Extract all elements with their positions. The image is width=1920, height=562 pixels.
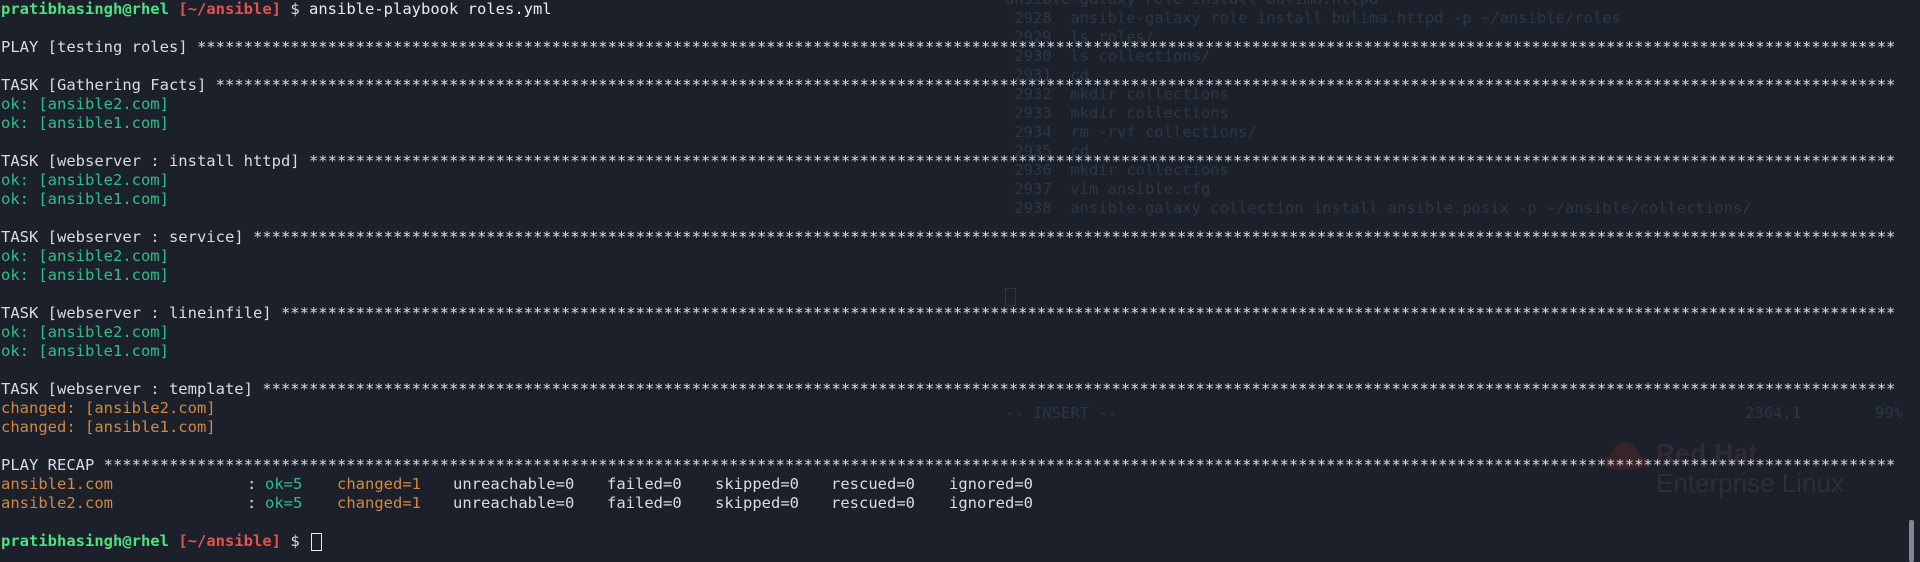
recap-header: PLAY RECAP *****************************…: [1, 456, 1901, 475]
recap-failed: failed=0: [607, 494, 682, 512]
scrollbar-thumb[interactable]: [1909, 520, 1914, 562]
prompt-symbol: $: [290, 532, 300, 550]
text-cursor[interactable]: [311, 532, 323, 551]
task-header-title: TASK [webserver : service]: [1, 228, 244, 246]
prompt-line-current: pratibhasingh@rhel [~/ansible] $: [1, 532, 1901, 551]
separator-stars: ****************************************…: [196, 38, 1896, 56]
separator-stars: ****************************************…: [308, 152, 1896, 170]
command-text: ansible-playbook roles.yml: [309, 0, 552, 18]
separator-stars: ****************************************…: [280, 304, 1896, 322]
prompt-path: [~/ansible]: [178, 532, 281, 550]
prompt-symbol: $: [290, 0, 300, 18]
task-header: TASK [webserver : service] *************…: [1, 228, 1901, 247]
recap-unreachable: unreachable=0: [453, 494, 575, 512]
separator-stars: ****************************************…: [215, 76, 1896, 94]
separator-stars: ****************************************…: [103, 456, 1896, 474]
recap-rescued: rescued=0: [831, 475, 915, 493]
recap-failed: failed=0: [607, 475, 682, 493]
prompt-user-host: pratibhasingh@rhel: [1, 0, 169, 18]
recap-ignored: ignored=0: [949, 494, 1033, 512]
recap-rescued: rescued=0: [831, 494, 915, 512]
recap-ok: ok=5: [265, 494, 303, 512]
task-result: ok: [ansible2.com]: [1, 171, 169, 189]
task-result: ok: [ansible2.com]: [1, 95, 169, 113]
prompt-user-host: pratibhasingh@rhel: [1, 532, 169, 550]
recap-header-title: PLAY RECAP: [1, 456, 95, 474]
task-result: changed: [ansible1.com]: [1, 418, 216, 436]
task-header-title: TASK [webserver : install httpd]: [1, 152, 300, 170]
recap-host: ansible1.com: [1, 475, 113, 493]
task-header-title: TASK [webserver : template]: [1, 380, 253, 398]
task-result: ok: [ansible1.com]: [1, 342, 169, 360]
recap-skipped: skipped=0: [715, 494, 799, 512]
task-header: TASK [webserver : template] ************…: [1, 380, 1901, 399]
task-result: ok: [ansible1.com]: [1, 190, 169, 208]
blank-line: [1, 437, 1901, 456]
separator-stars: ****************************************…: [262, 380, 1896, 398]
recap-changed: changed=1: [337, 494, 421, 512]
recap-sep: :: [247, 494, 257, 512]
task-result: ok: [ansible1.com]: [1, 114, 169, 132]
task-header-title: TASK [webserver : lineinfile]: [1, 304, 272, 322]
task-result: ok: [ansible2.com]: [1, 247, 169, 265]
blank-line: [1, 133, 1901, 152]
task-header-title: TASK [Gathering Facts]: [1, 76, 207, 94]
task-result: changed: [ansible2.com]: [1, 399, 216, 417]
recap-changed: changed=1: [337, 475, 421, 493]
task-header: TASK [webserver : lineinfile] **********…: [1, 304, 1901, 323]
recap-ok: ok=5: [265, 475, 303, 493]
recap-row: ansible1.com: ok=5 changed=1 unreachable=0 f…: [1, 475, 1901, 494]
play-header-title: PLAY [testing roles]: [1, 38, 188, 56]
recap-host: ansible2.com: [1, 494, 113, 512]
task-result: ok: [ansible2.com]: [1, 323, 169, 341]
recap-ignored: ignored=0: [949, 475, 1033, 493]
recap-unreachable: unreachable=0: [453, 475, 575, 493]
blank-line: [1, 209, 1901, 228]
blank-line: [1, 285, 1901, 304]
recap-sep: :: [247, 475, 257, 493]
recap-row: ansible2.com: ok=5 changed=1 unreachable=0 f…: [1, 494, 1901, 513]
task-header: TASK [webserver : install httpd] *******…: [1, 152, 1901, 171]
prompt-path: [~/ansible]: [178, 0, 281, 18]
task-header: TASK [Gathering Facts] *****************…: [1, 76, 1901, 95]
blank-line: [1, 513, 1901, 532]
play-header: PLAY [testing roles] *******************…: [1, 38, 1901, 57]
prompt-line: pratibhasingh@rhel [~/ansible] $ ansible…: [1, 0, 1901, 19]
recap-skipped: skipped=0: [715, 475, 799, 493]
blank-line: [1, 57, 1901, 76]
task-result: ok: [ansible1.com]: [1, 266, 169, 284]
separator-stars: ****************************************…: [252, 228, 1896, 246]
blank-line: [1, 19, 1901, 38]
terminal-output: pratibhasingh@rhel [~/ansible] $ ansible…: [1, 0, 1901, 551]
blank-line: [1, 361, 1901, 380]
